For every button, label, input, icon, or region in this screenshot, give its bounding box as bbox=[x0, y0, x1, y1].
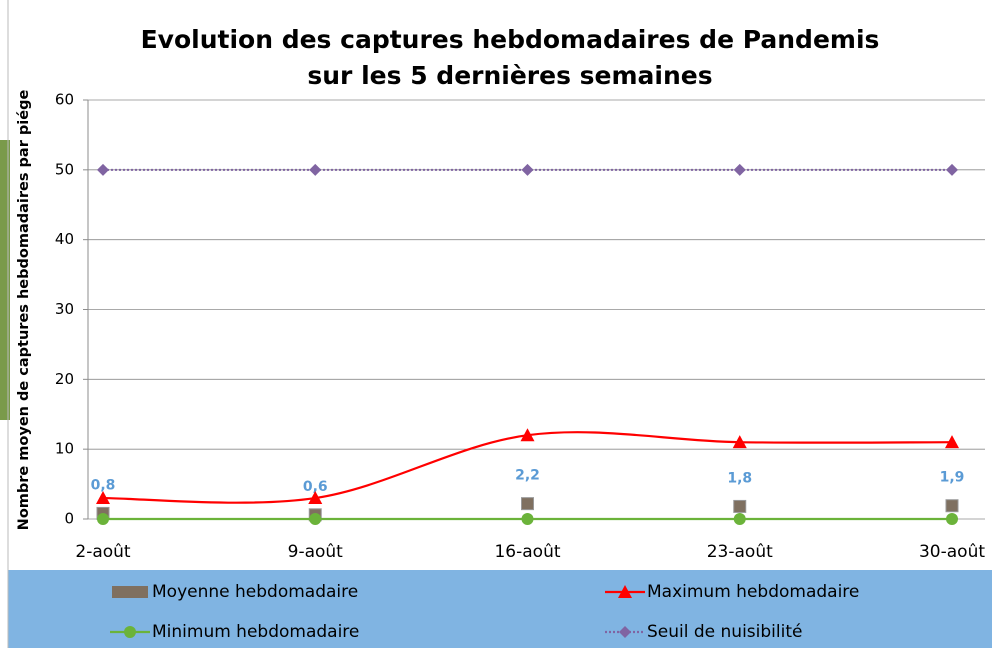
y-tick-label: 10 bbox=[55, 440, 74, 458]
data-label: 1,8 bbox=[727, 470, 752, 486]
page: Nombre moyen de captures hebdomadaires p… bbox=[0, 0, 992, 648]
data-point bbox=[522, 498, 534, 510]
data-label: 2,2 bbox=[515, 468, 540, 484]
legend-label: Maximum hebdomadaire bbox=[647, 582, 859, 602]
y-tick-label: 30 bbox=[55, 300, 74, 318]
data-point bbox=[946, 513, 958, 525]
chart-title: Evolution des captures hebdomadaires de … bbox=[120, 22, 900, 94]
data-point bbox=[309, 513, 321, 525]
data-point bbox=[97, 513, 109, 525]
y-tick-label: 60 bbox=[55, 91, 74, 109]
x-tick-label: 9-août bbox=[288, 542, 344, 562]
data-point bbox=[734, 500, 746, 512]
data-point bbox=[97, 164, 109, 176]
chart: Nombre moyen de captures hebdomadaires p… bbox=[0, 0, 992, 648]
legend-label: Seuil de nuisibilité bbox=[647, 622, 802, 642]
legend-marker bbox=[124, 626, 136, 638]
x-tick-label: 30-août bbox=[919, 542, 985, 562]
data-point bbox=[522, 164, 534, 176]
x-tick-label: 2-août bbox=[75, 542, 131, 562]
data-point bbox=[734, 164, 746, 176]
data-point bbox=[946, 500, 958, 512]
y-tick-label: 20 bbox=[55, 370, 74, 388]
data-point bbox=[522, 513, 534, 525]
y-tick-label: 40 bbox=[55, 230, 74, 248]
legend-label: Moyenne hebdomadaire bbox=[152, 582, 358, 602]
data-label: 0,8 bbox=[91, 477, 116, 493]
data-point bbox=[946, 164, 958, 176]
x-tick-label: 23-août bbox=[707, 542, 773, 562]
data-point bbox=[734, 513, 746, 525]
data-label: 1,9 bbox=[940, 470, 965, 486]
legend-label: Minimum hebdomadaire bbox=[152, 622, 359, 642]
legend-symbol bbox=[112, 586, 148, 598]
y-axis-title: Nombre moyen de captures hebdomadaires p… bbox=[16, 90, 32, 531]
x-tick-label: 16-août bbox=[494, 542, 560, 562]
y-tick-label: 50 bbox=[55, 160, 74, 178]
y-tick-label: 0 bbox=[64, 510, 74, 528]
data-point bbox=[309, 164, 321, 176]
